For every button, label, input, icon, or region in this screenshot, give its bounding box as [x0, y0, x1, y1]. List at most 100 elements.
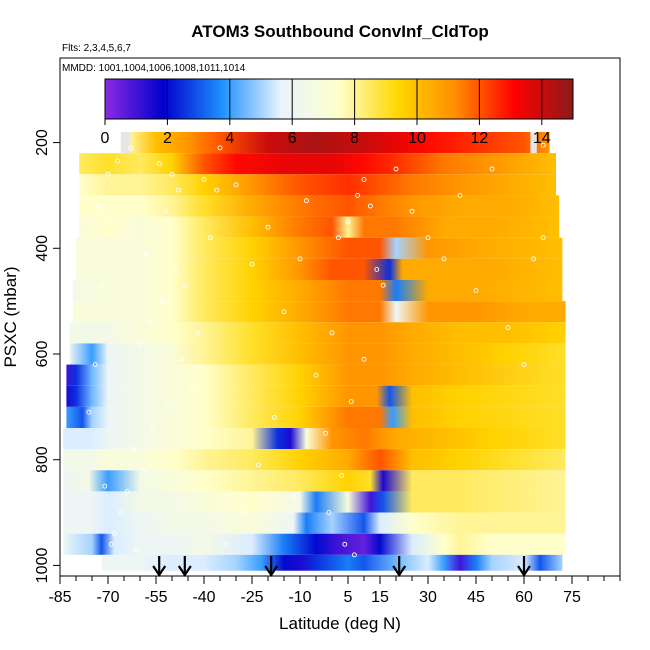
observation-marker	[271, 414, 277, 420]
observation-marker	[348, 399, 354, 405]
observation-marker	[553, 140, 559, 146]
observation-marker	[102, 483, 108, 489]
x-tick-label: 15	[371, 589, 389, 606]
heatmap-band	[63, 470, 566, 492]
observation-marker	[150, 425, 156, 431]
heatmap-band	[79, 216, 560, 238]
heatmap-band	[79, 195, 560, 217]
flight-arrows	[152, 556, 531, 577]
observation-marker	[115, 158, 121, 164]
x-tick-label: 30	[419, 589, 437, 606]
observation-marker	[281, 309, 287, 315]
missing-data-strip	[530, 132, 537, 154]
y-tick-label: 1000	[34, 548, 51, 584]
heatmap-band	[130, 132, 550, 154]
flight-arrow	[264, 556, 279, 577]
x-tick-label: -40	[192, 589, 215, 606]
y-tick-label: 800	[34, 446, 51, 473]
heatmap-band	[66, 364, 566, 386]
heatmap-band	[63, 449, 566, 471]
x-tick-label: -25	[240, 589, 263, 606]
observation-marker	[233, 182, 239, 188]
observation-markers	[86, 140, 559, 558]
heatmap-band	[72, 280, 563, 302]
colorbar-tick-label: 12	[471, 130, 489, 147]
y-tick-label: 400	[34, 235, 51, 262]
observation-marker	[131, 446, 137, 452]
heatmap-band	[76, 237, 563, 259]
observation-marker	[313, 372, 319, 378]
observation-marker	[111, 531, 117, 537]
x-tick-label: -85	[48, 589, 71, 606]
chart-title: ATOM3 Southbound ConvInf_CldTop	[191, 22, 488, 41]
y-axis: 200 400 600 800 1000	[34, 129, 60, 583]
observation-marker	[207, 235, 213, 241]
observation-marker	[124, 488, 130, 494]
observation-marker	[172, 266, 178, 272]
x-tick-label: 60	[515, 589, 533, 606]
observation-marker	[521, 362, 527, 368]
observation-marker	[255, 462, 261, 468]
colorbar-tick-label: 6	[288, 130, 297, 147]
observation-marker	[339, 473, 345, 479]
colorbar-tick-label: 2	[163, 130, 172, 147]
observation-marker	[409, 208, 415, 214]
missing-data-strip	[120, 132, 131, 154]
colorbar-tick-label: 8	[350, 130, 359, 147]
dates-note: MMDD: 1001,1004,1006,1008,1011,1014	[62, 63, 246, 74]
observation-marker	[297, 256, 303, 262]
y-tick-label: 600	[34, 341, 51, 368]
observation-marker	[473, 288, 479, 294]
x-tick-label: 45	[467, 589, 485, 606]
observation-marker	[425, 235, 431, 241]
observation-marker	[166, 404, 172, 410]
heatmap-band	[72, 301, 566, 323]
observation-marker	[505, 325, 511, 331]
observation-marker	[134, 547, 140, 553]
y-tick-label: 200	[34, 129, 51, 156]
observation-marker	[223, 541, 229, 547]
flight-arrow	[517, 556, 531, 577]
plot-frame	[59, 57, 621, 577]
observation-marker	[179, 356, 185, 362]
x-tick-label: -10	[288, 589, 311, 606]
observation-marker	[355, 192, 361, 198]
heatmap-layer	[63, 132, 566, 571]
observation-marker	[92, 362, 98, 368]
observation-marker	[323, 430, 329, 436]
observation-marker	[291, 494, 297, 500]
heatmap-band	[66, 406, 566, 428]
y-axis-label: PSXC (mbar)	[1, 266, 20, 367]
observation-marker	[153, 229, 159, 235]
observation-marker	[540, 142, 546, 148]
observation-marker	[326, 510, 332, 516]
heatmap-band	[79, 153, 556, 175]
observation-marker	[147, 319, 153, 325]
observation-marker	[342, 541, 348, 547]
x-axis: -85 -70 -55 -40 -25 -10 5 15 30 45 60 75	[48, 576, 621, 606]
observation-marker	[169, 171, 175, 177]
observation-marker	[95, 203, 101, 209]
observation-marker	[118, 510, 124, 516]
observation-marker	[175, 187, 181, 193]
colorbar-tick-label: 4	[225, 130, 234, 147]
observation-marker	[156, 161, 162, 167]
observation-marker	[127, 145, 133, 151]
observation-marker	[351, 552, 357, 558]
colorbar-tick-label: 14	[533, 130, 551, 147]
observation-marker	[195, 330, 201, 336]
observation-marker	[188, 383, 194, 389]
observation-marker	[217, 145, 223, 151]
observation-marker	[531, 256, 537, 262]
observation-marker	[143, 251, 149, 257]
observation-marker	[374, 266, 380, 272]
heatmap-band	[63, 512, 566, 534]
x-tick-label: -55	[144, 589, 167, 606]
observation-marker	[265, 224, 271, 230]
x-axis-label: Latitude (deg N)	[279, 614, 401, 633]
observation-marker	[489, 166, 495, 172]
observation-marker	[335, 235, 341, 241]
observation-marker	[329, 330, 335, 336]
heatmap-band	[63, 491, 566, 513]
